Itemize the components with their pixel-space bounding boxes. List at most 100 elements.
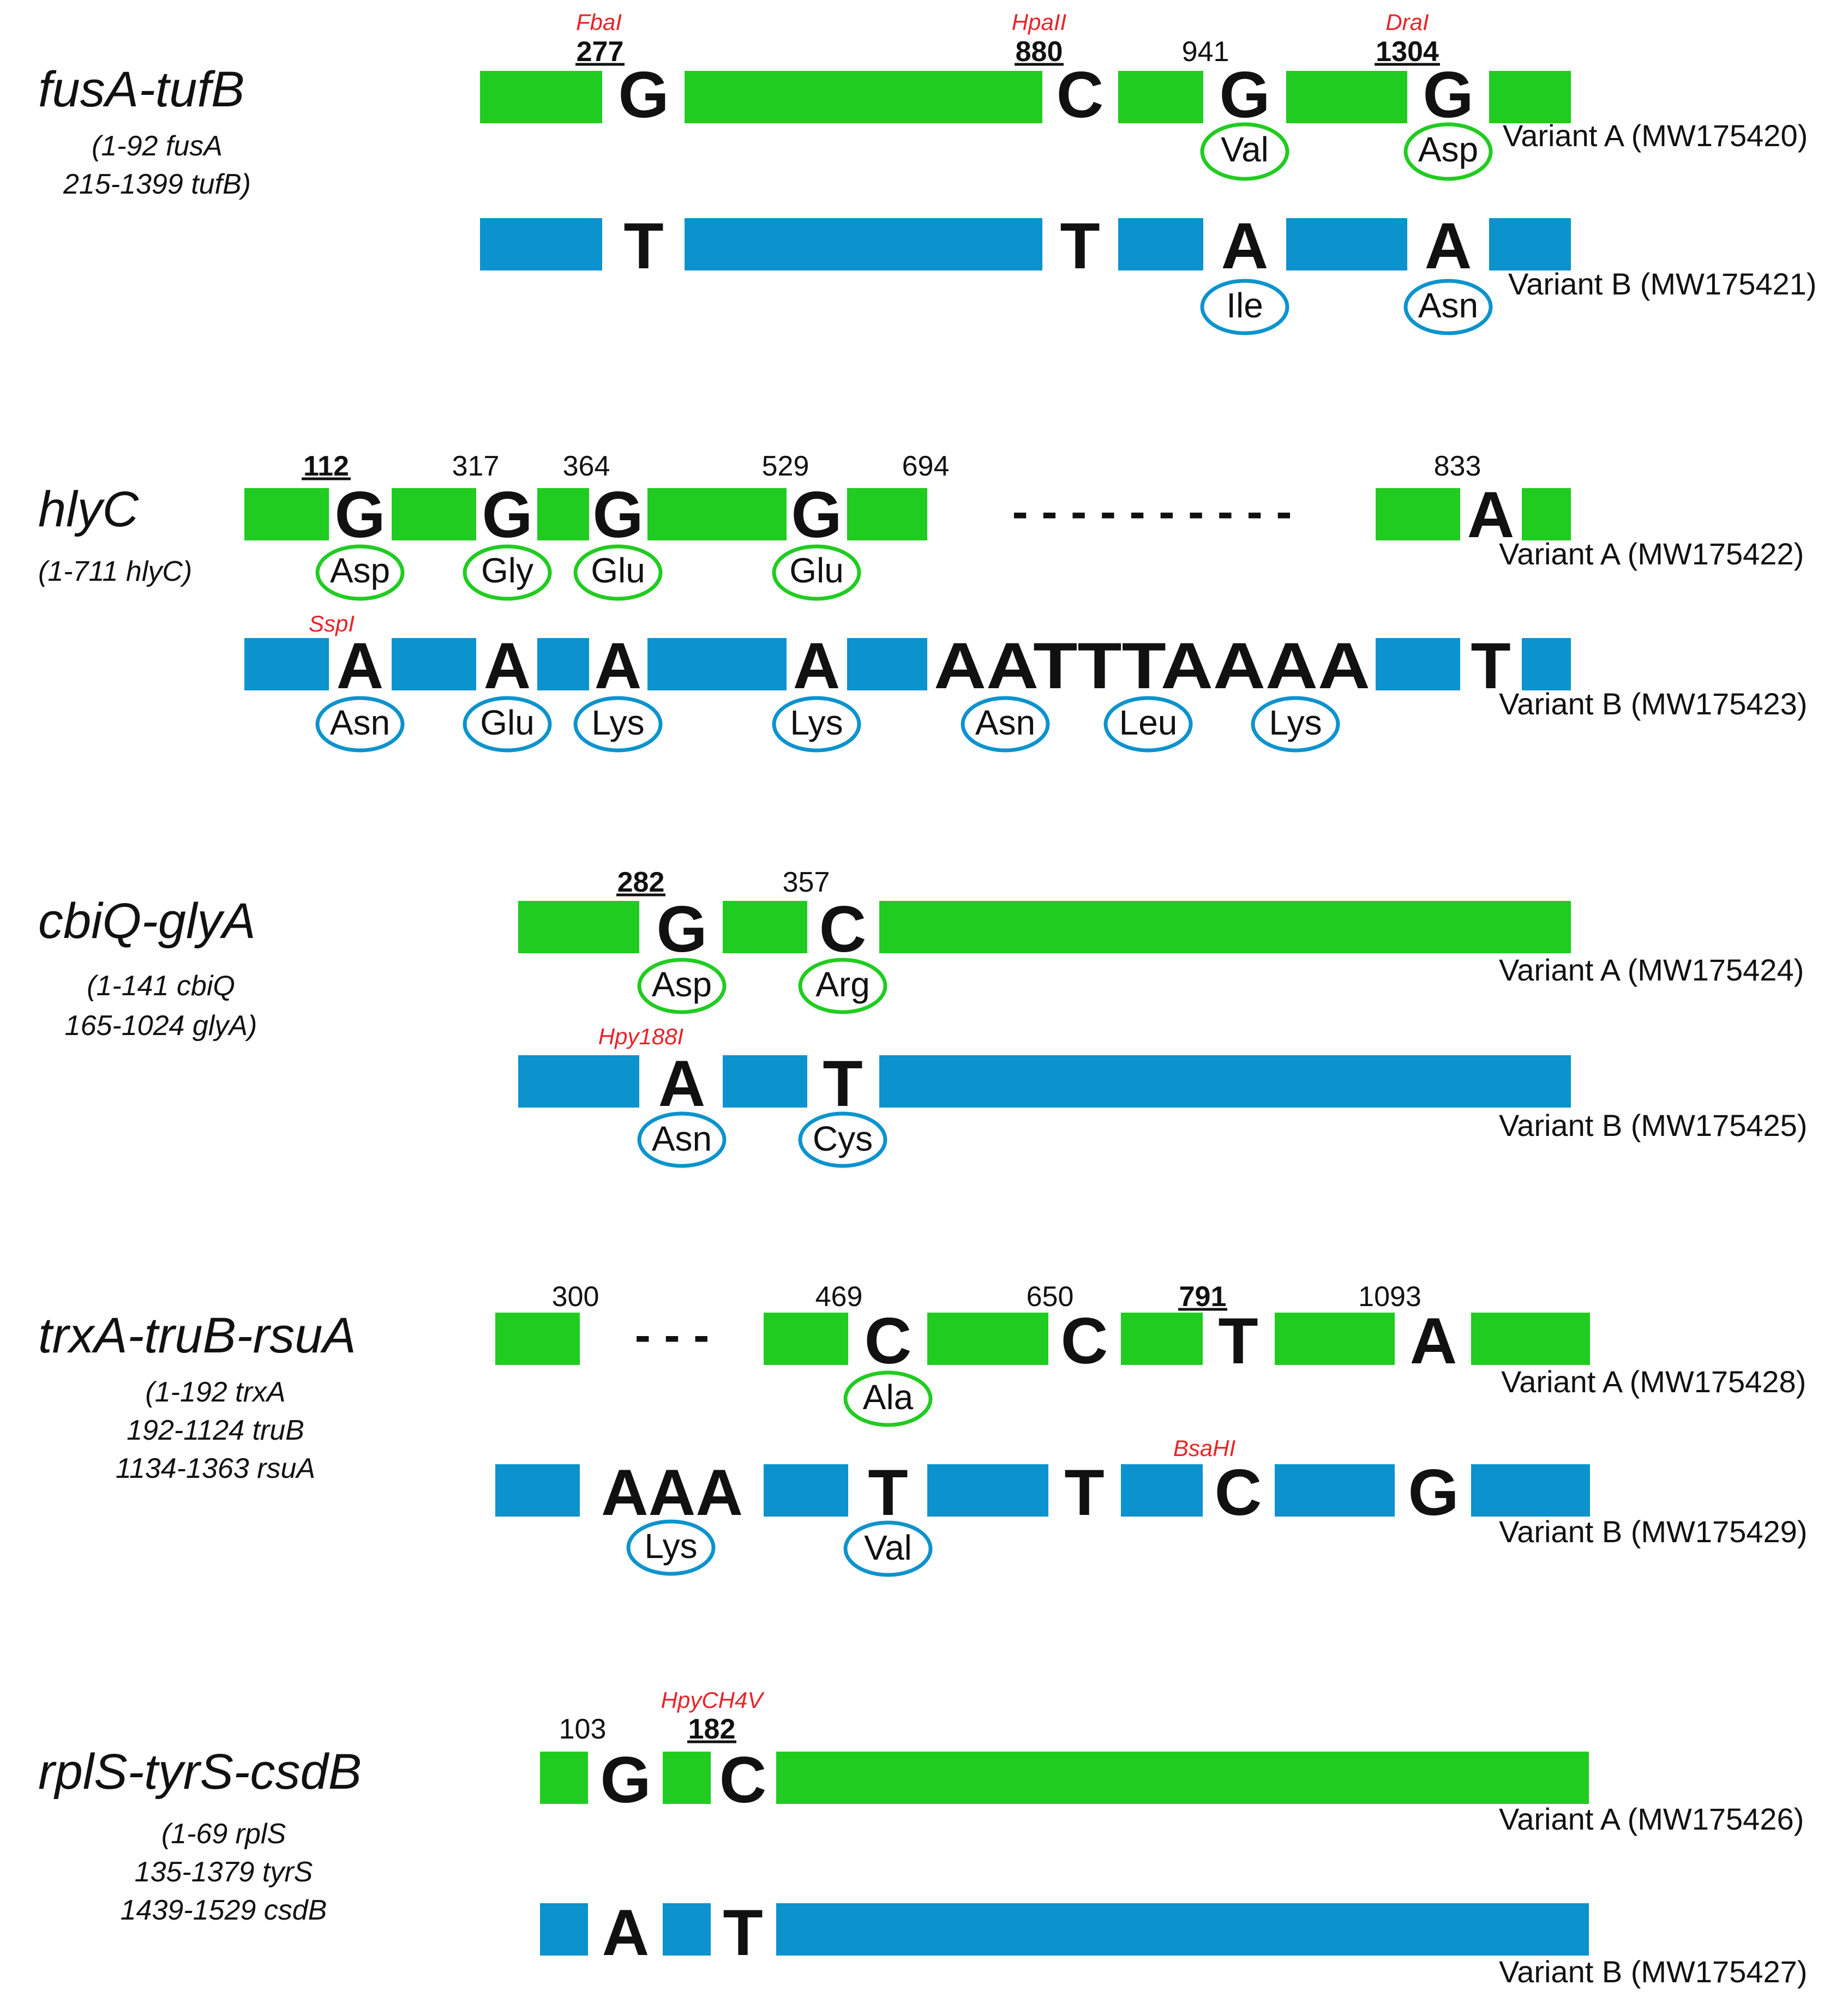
amino-acid-ring: [1103, 696, 1193, 753]
amino-acid-ring: [315, 696, 405, 753]
amino-acid-ring: [463, 696, 552, 753]
sequence-block: [518, 1055, 639, 1108]
snp-base: T: [868, 1456, 908, 1529]
variant-a-track: [518, 901, 1571, 953]
panel-trxA-truB-rsuA: trxA-truB-rsuA (1-192 trxA 192-1124 truB…: [38, 1281, 1807, 1577]
position-label: 357: [783, 867, 830, 898]
panel-hlyC: hlyC (1-711 hlyC) 112 317 364 529 694 83…: [38, 450, 1807, 753]
sequence-block: [1471, 1313, 1590, 1365]
snp-base: A: [595, 629, 642, 702]
amino-acid-ring: [315, 544, 405, 601]
variant-b-track: [495, 1464, 1590, 1517]
sequence-block: [1118, 218, 1203, 270]
position-label: 364: [563, 450, 610, 482]
amino-acid: Ala: [863, 1378, 914, 1417]
sequence-block: [480, 218, 602, 270]
gene-name: hlyC: [38, 482, 139, 537]
position-label: 1093: [1358, 1281, 1421, 1313]
variant-a-track: [495, 1313, 1590, 1365]
position-label: 941: [1182, 36, 1229, 68]
deletion-gap: - - - - - - - - - -: [1012, 484, 1292, 538]
enzyme-label: DraI: [1385, 9, 1429, 35]
panel-cbiQ-glyA: cbiQ-glyA (1-141 cbiQ 165-1024 glyA) 282…: [38, 867, 1807, 1168]
sequence-block: [927, 1464, 1048, 1517]
position-label: 103: [559, 1713, 607, 1745]
snp-base: C: [819, 893, 867, 966]
snp-base: T: [823, 1047, 862, 1120]
deletion-gap: - - -: [635, 1308, 710, 1362]
panel-fusA-tufB: fusA-tufB (1-92 fusA 215-1399 tufB) FbaI…: [38, 9, 1816, 335]
variant-b-track: [244, 638, 1571, 690]
position-label: 791: [1179, 1281, 1227, 1313]
position-label: 880: [1016, 36, 1063, 68]
range-line: (1-711 hlyC): [38, 556, 192, 587]
snp-base: A: [337, 629, 384, 702]
variant-a-track: [540, 1752, 1589, 1804]
snp-base: T: [1471, 629, 1510, 702]
range-line: 135-1379 tyrS: [135, 1856, 313, 1888]
sequence-block: [1286, 71, 1407, 123]
variant-label: Variant A (MW175422): [1499, 537, 1804, 571]
amino-acid: Asn: [652, 1119, 712, 1158]
amino-acid-ring: [1200, 279, 1289, 335]
sequence-block: [764, 1313, 848, 1365]
range-line: 192-1124 truB: [127, 1415, 304, 1446]
amino-acid-ring: [573, 544, 663, 601]
sequence-block: [847, 488, 927, 540]
sequence-block: [540, 1752, 588, 1804]
sequence-block: [1275, 1464, 1395, 1517]
amino-acid-ring: [573, 696, 663, 753]
sequence-block: [540, 1903, 588, 1956]
position-label: 277: [577, 36, 624, 68]
snp-base: A: [1425, 209, 1472, 282]
sequence-block: [480, 71, 602, 123]
variant-label: Variant B (MW175425): [1499, 1108, 1807, 1142]
snp-base: C: [1057, 58, 1104, 131]
range-line: 1439-1529 csdB: [121, 1894, 327, 1926]
snp-base: A: [793, 629, 841, 702]
variant-label: Variant B (MW175427): [1499, 1954, 1807, 1989]
position-label: 469: [815, 1281, 863, 1313]
sequence-block: [879, 1055, 1571, 1108]
sequence-block: [518, 901, 639, 953]
sequence-block: [1489, 71, 1571, 123]
amino-acid: Gly: [481, 551, 533, 590]
amino-acid: Cys: [813, 1119, 873, 1158]
sequence-block: [685, 218, 1042, 270]
variant-label: Variant B (MW175421): [1508, 267, 1816, 301]
sequence-block: [776, 1903, 1589, 1956]
amino-acid: Asn: [1418, 286, 1478, 325]
snp-base: C: [719, 1743, 767, 1816]
position-label: 650: [1027, 1281, 1074, 1313]
range-line: 1134-1363 rsuA: [116, 1453, 315, 1484]
amino-acid-ring: [463, 544, 552, 601]
range-line: (1-192 trxA: [145, 1376, 285, 1408]
sequence-block: [244, 638, 329, 690]
gene-name: fusA-tufB: [38, 62, 244, 117]
amino-acid: Ile: [1226, 286, 1263, 325]
amino-acid: Glu: [789, 551, 844, 590]
snp-base: G: [1408, 1456, 1459, 1529]
sequence-block: [764, 1464, 848, 1517]
snp-base: T: [623, 209, 663, 282]
position-label: 694: [902, 450, 950, 482]
snp-base: C: [1061, 1304, 1108, 1378]
amino-acid: Asp: [1418, 130, 1478, 169]
enzyme-label: Hpy188I: [598, 1024, 684, 1049]
sequence-block: [647, 488, 787, 540]
sequence-block: [1286, 218, 1407, 270]
amino-acid-ring: [1403, 279, 1493, 335]
snp-base: G: [1423, 58, 1473, 131]
sequence-block: [495, 1464, 580, 1517]
position-label: 300: [552, 1281, 599, 1313]
variant-a-track: [244, 488, 1571, 540]
snp-base: T: [1060, 209, 1100, 282]
sequence-block: [1121, 1464, 1203, 1517]
snp-base: A: [602, 1896, 650, 1969]
amino-acid: Val: [864, 1528, 912, 1567]
amino-acid: Asn: [975, 703, 1035, 742]
sequence-block: [847, 638, 927, 690]
sequence-block: [776, 1752, 1589, 1804]
amino-acid-ring: [961, 696, 1050, 753]
amino-acid: Leu: [1119, 703, 1178, 742]
